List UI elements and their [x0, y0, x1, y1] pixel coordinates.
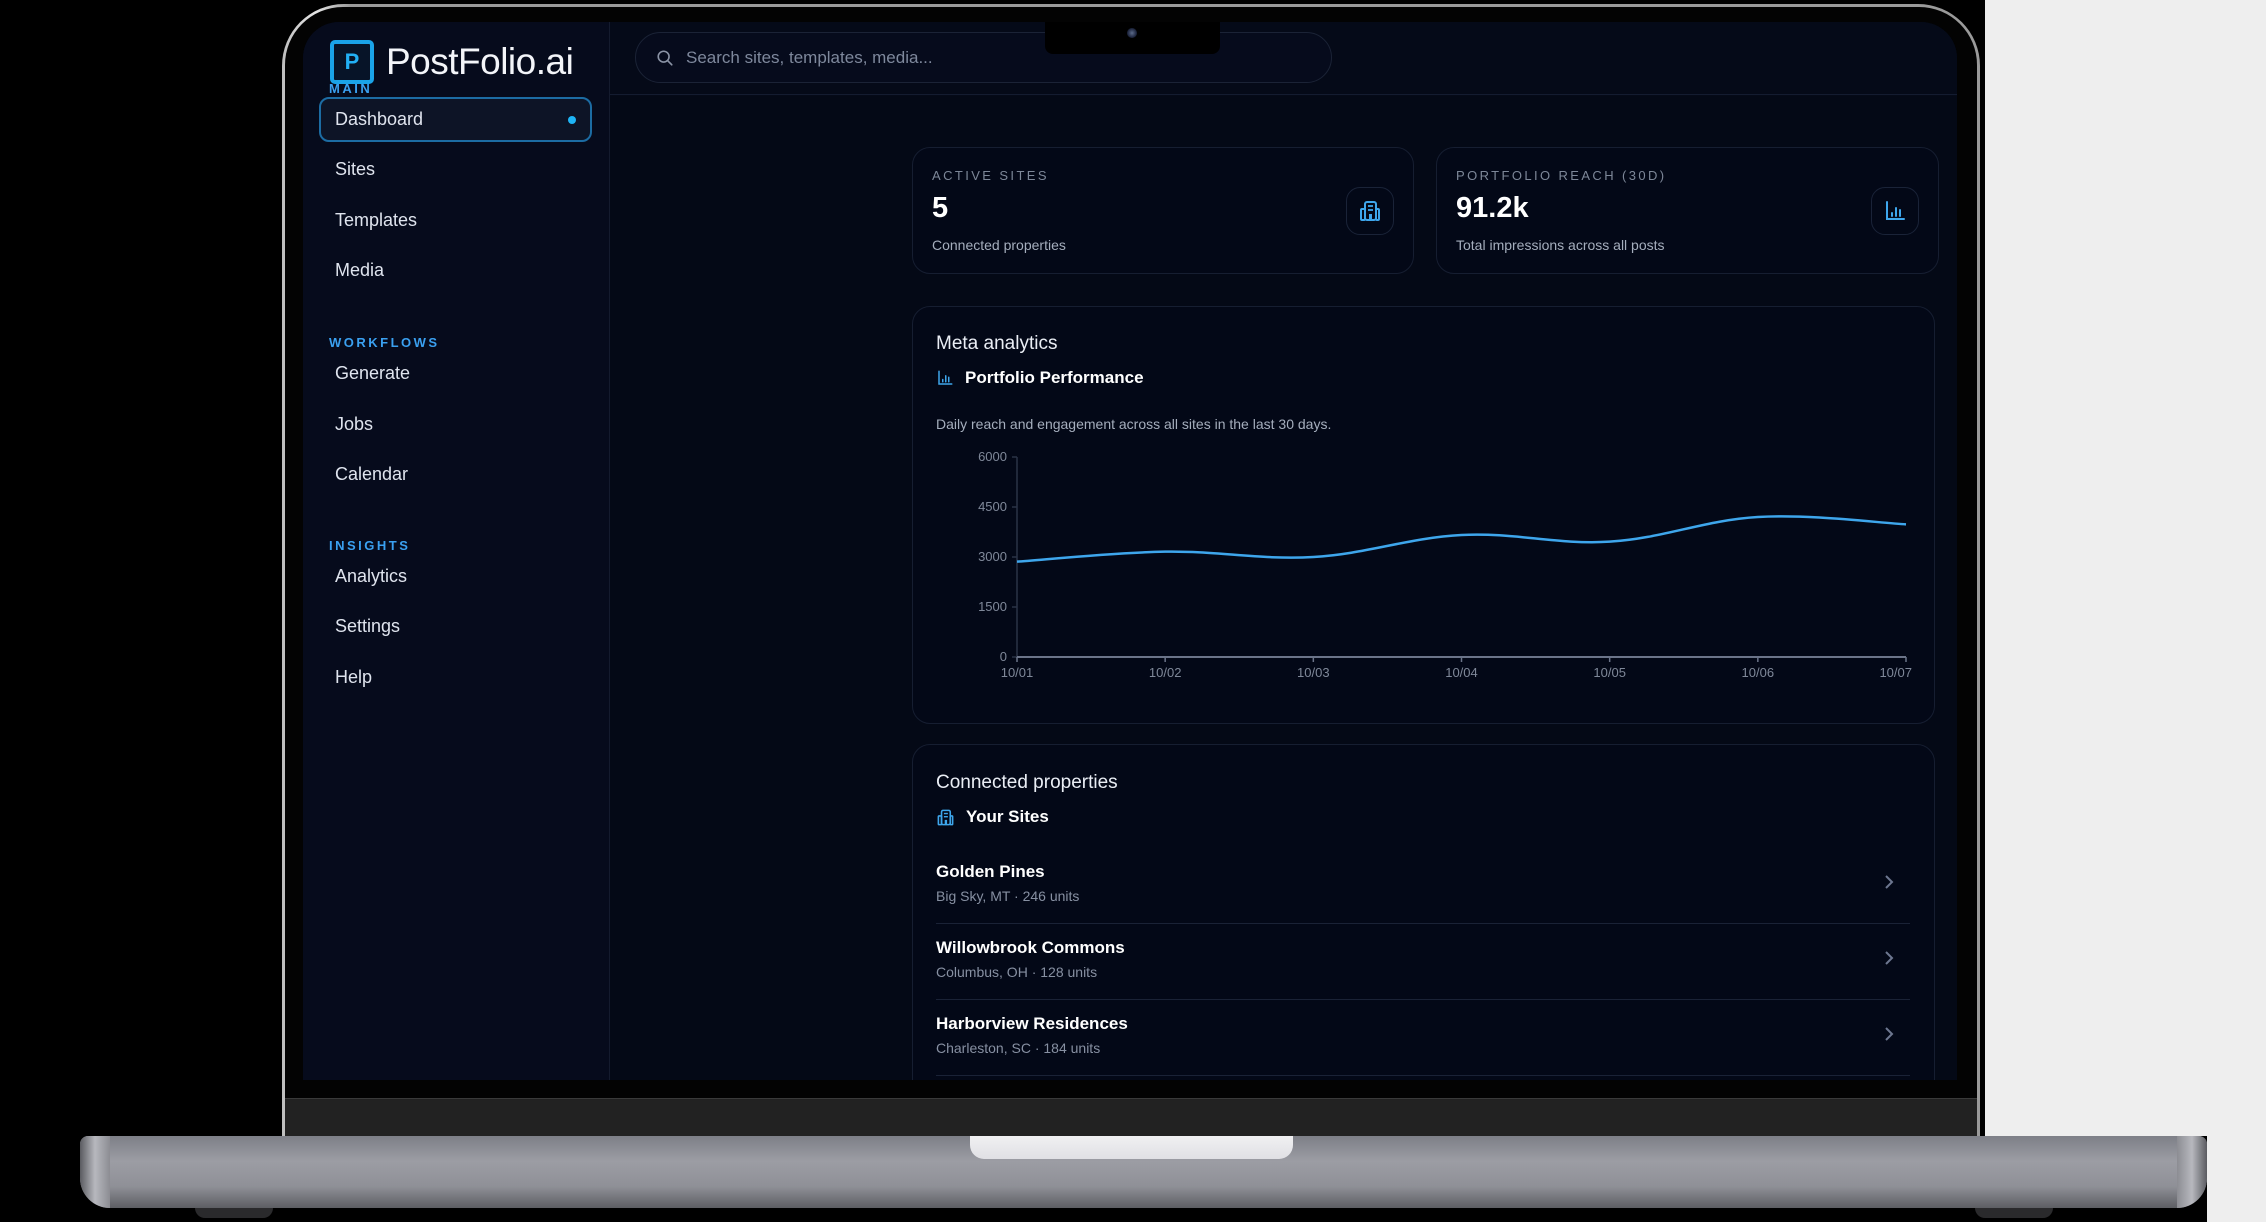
x-tick-label: 10/07 [1879, 665, 1912, 680]
backdrop-right [1985, 0, 2266, 1136]
x-tick-label: 10/03 [1297, 665, 1330, 680]
sidebar-item-label: Help [335, 667, 373, 687]
analytics-card: Meta analytics Portfolio Performance Dai… [912, 306, 1935, 724]
bar-chart-icon [938, 370, 953, 385]
sidebar-item-settings[interactable]: Settings [319, 604, 592, 649]
card-subtitle: Portfolio Performance [936, 368, 1144, 388]
sites-card: Connected properties Your Sites Golden P… [912, 744, 1935, 1080]
camera-icon [1127, 28, 1137, 38]
site-row-harborview-residences[interactable]: Harborview Residences Charleston, SC · 1… [936, 1000, 1910, 1076]
laptop-foot-left [195, 1208, 273, 1218]
sidebar-item-label: Generate [335, 363, 411, 383]
stat-value: 5 [932, 192, 949, 224]
app-screen: P PostFolio.ai MAIN Dashboard Sites Temp… [303, 22, 1957, 1080]
sidebar-item-help[interactable]: Help [319, 655, 592, 700]
y-tick-label: 1500 [978, 599, 1007, 614]
site-meta: Columbus, OH · 128 units [936, 964, 1098, 980]
section-label-insights: INSIGHTS [329, 538, 411, 553]
chevron-right-icon [1885, 951, 1894, 965]
main-content: ACTIVE SITES 5 Connected properties PORT… [610, 96, 1957, 1080]
active-indicator-dot [568, 115, 576, 124]
stat-card-active-sites: ACTIVE SITES 5 Connected properties [912, 147, 1414, 274]
sidebar-item-media[interactable]: Media [319, 248, 592, 293]
stat-icon-button [1871, 187, 1919, 235]
bar-chart-icon [1886, 201, 1905, 220]
card-subtitle-text: Your Sites [966, 807, 1049, 826]
laptop-chin [285, 1098, 1977, 1138]
sidebar-item-label: Dashboard [335, 109, 424, 129]
camera-notch [1045, 22, 1220, 54]
building-icon [937, 809, 954, 825]
sidebar-item-label: Settings [335, 616, 401, 636]
laptop-foot-right [1975, 1208, 2053, 1218]
stat-value: 91.2k [1456, 192, 1529, 224]
site-row-willowbrook-commons[interactable]: Willowbrook Commons Columbus, OH · 128 u… [936, 924, 1910, 1000]
sidebar-item-label: Calendar [335, 464, 409, 484]
y-tick-label: 4500 [978, 499, 1007, 514]
sidebar-item-label: Templates [335, 210, 418, 230]
x-tick-label: 10/01 [1001, 665, 1034, 680]
laptop-hinge-notch [970, 1136, 1293, 1159]
site-meta: Big Sky, MT · 246 units [936, 888, 1080, 904]
reach-line [1016, 515, 1907, 563]
stat-card-portfolio-reach: PORTFOLIO REACH (30D) 91.2k Total impres… [1436, 147, 1939, 274]
sidebar-item-label: Media [335, 260, 385, 280]
x-tick-label: 10/04 [1445, 665, 1478, 680]
stat-label: PORTFOLIO REACH (30D) [1456, 168, 1667, 183]
sidebar-item-calendar[interactable]: Calendar [319, 452, 592, 497]
section-label-main: MAIN [329, 81, 373, 96]
backdrop-right-lower [2207, 1136, 2266, 1222]
site-name: Harborview Residences [936, 1014, 1128, 1033]
stat-subtext: Total impressions across all posts [1456, 237, 1665, 253]
card-subtitle-text: Portfolio Performance [965, 368, 1144, 387]
site-name: Golden Pines [936, 862, 1045, 881]
stat-subtext: Connected properties [932, 237, 1066, 253]
card-title: Meta analytics [936, 333, 1058, 354]
chevron-right-icon [1885, 1027, 1894, 1041]
building-icon [1360, 201, 1380, 221]
y-tick-label: 6000 [978, 449, 1007, 464]
stat-label: ACTIVE SITES [932, 168, 1049, 183]
sidebar-item-sites[interactable]: Sites [319, 147, 592, 192]
sidebar-item-jobs[interactable]: Jobs [319, 402, 592, 447]
sidebar-item-generate[interactable]: Generate [319, 351, 592, 396]
stat-icon-button [1346, 187, 1394, 235]
x-tick-label: 10/06 [1742, 665, 1775, 680]
y-tick-label: 0 [1000, 649, 1007, 664]
card-subtitle: Your Sites [936, 807, 1049, 827]
app-name: PostFolio.ai [386, 41, 574, 82]
sidebar-item-dashboard[interactable]: Dashboard [319, 97, 592, 142]
line-chart: 0 1500 3000 4500 6000 10/01 10/02 10/03 10/04 10/… [978, 449, 1912, 680]
x-tick-label: 10/02 [1149, 665, 1182, 680]
search-icon [657, 49, 673, 66]
card-description: Daily reach and engagement across all si… [936, 416, 1332, 432]
sidebar-item-label: Analytics [335, 566, 408, 586]
chevron-right-icon [1885, 875, 1894, 889]
x-tick-label: 10/05 [1593, 665, 1626, 680]
sidebar-item-label: Jobs [335, 414, 374, 434]
site-row-golden-pines[interactable]: Golden Pines Big Sky, MT · 246 units [936, 848, 1910, 924]
sidebar-item-templates[interactable]: Templates [319, 198, 592, 243]
y-tick-label: 3000 [978, 549, 1007, 564]
sidebar-item-label: Sites [335, 159, 376, 179]
search-bar[interactable] [635, 32, 1332, 83]
logo-icon: P [330, 40, 374, 84]
top-header [610, 22, 1957, 95]
card-title: Connected properties [936, 772, 1118, 793]
sidebar: P PostFolio.ai MAIN Dashboard Sites Temp… [303, 22, 610, 1080]
app-logo[interactable]: P PostFolio.ai [330, 40, 574, 84]
sidebar-item-analytics[interactable]: Analytics [319, 554, 592, 599]
site-name: Willowbrook Commons [936, 938, 1125, 957]
site-meta: Charleston, SC · 184 units [936, 1040, 1101, 1056]
site-row-cypress-oak-hill[interactable]: The Cypress at Oak Hill [936, 1076, 1910, 1080]
section-label-workflows: WORKFLOWS [329, 335, 440, 350]
